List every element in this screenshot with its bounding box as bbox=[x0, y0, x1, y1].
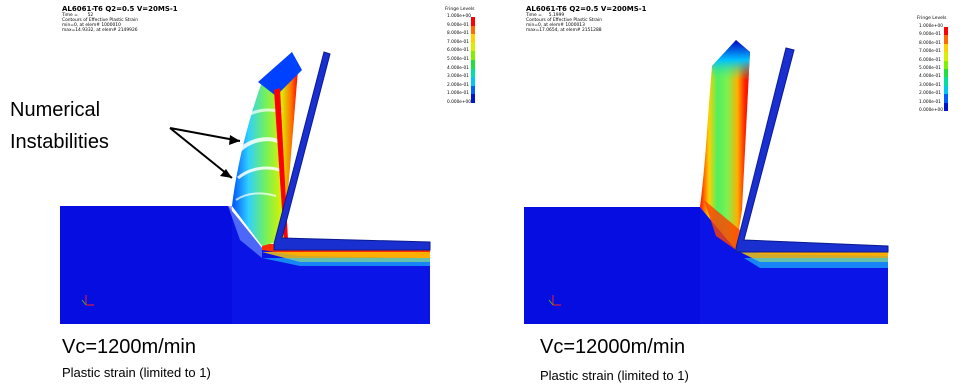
right-legend-label: 7.000e-01 bbox=[919, 49, 941, 55]
right-legend-label: 9.000e-01 bbox=[919, 32, 941, 38]
right-legend-swatch bbox=[944, 85, 948, 95]
left-tool bbox=[273, 51, 431, 251]
right-legend-label: 6.000e-01 bbox=[919, 57, 941, 63]
left-sim-min: min=0, at elem# 1000010 bbox=[62, 23, 121, 28]
right-legend-swatch bbox=[944, 60, 948, 69]
left-axis-triad-icon bbox=[81, 295, 94, 306]
left-legend-swatch bbox=[471, 42, 475, 52]
left-legend-swatch bbox=[471, 68, 475, 78]
right-chip bbox=[700, 40, 750, 250]
left-legend-label: 4.000e-01 bbox=[447, 65, 469, 71]
right-sim-min: min=0, at elem# 1000013 bbox=[526, 23, 585, 28]
right-legend-label: 1.000e+00 bbox=[919, 24, 944, 29]
right-legend-swatch bbox=[944, 94, 948, 103]
left-legend-label: 1.000e-01 bbox=[447, 91, 469, 97]
left-legend-label: 6.000e-01 bbox=[447, 48, 469, 54]
left-legend-title: Fringe Levels bbox=[445, 7, 475, 12]
annotation-instabilities: Instabilities bbox=[10, 131, 109, 153]
left-legend-swatch bbox=[471, 25, 475, 35]
right-legend-swatch bbox=[944, 69, 948, 78]
right-legend-label: 2.000e-01 bbox=[919, 91, 941, 97]
right-subcaption: Plastic strain (limited to 1) bbox=[540, 368, 689, 383]
right-workpiece bbox=[524, 207, 888, 324]
left-caption: Vc=1200m/min bbox=[62, 336, 196, 358]
right-caption: Vc=12000m/min bbox=[540, 336, 686, 358]
left-legend-swatch bbox=[471, 77, 475, 86]
left-legend-label: 1.000e+00 bbox=[447, 14, 472, 19]
right-legend-title: Fringe Levels bbox=[917, 16, 947, 21]
left-legend-label: 3.000e-01 bbox=[447, 74, 469, 80]
left-legend-swatch bbox=[471, 60, 475, 69]
right-legend-swatch bbox=[944, 35, 948, 44]
right-legend-swatch bbox=[944, 43, 948, 53]
right-sim-time: Time = 5.1999 bbox=[526, 13, 565, 18]
left-workpiece bbox=[60, 206, 430, 324]
right-sim-contour: Contours of Effective Plastic Strain bbox=[526, 18, 602, 23]
left-chip bbox=[232, 52, 302, 246]
left-legend-label: 5.000e-01 bbox=[447, 57, 469, 62]
right-legend-swatch bbox=[944, 77, 948, 86]
right-tool bbox=[735, 47, 889, 253]
right-sim-title: AL6061-T6 Q2=0.5 V=200MS-1 bbox=[526, 5, 647, 13]
left-legend-swatch bbox=[471, 51, 475, 60]
left-legend-label: 0.000e+00 bbox=[447, 100, 472, 105]
left-sim-contour: Contours of Effective Plastic Strain bbox=[62, 18, 138, 23]
left-legend-swatch bbox=[471, 85, 475, 95]
right-axis-triad-icon bbox=[548, 295, 561, 306]
left-sim-max: max=14.9332, at elem# 2149926 bbox=[62, 28, 138, 33]
right-legend-label: 5.000e-01 bbox=[919, 66, 941, 71]
left-legend-label: 8.000e-01 bbox=[447, 31, 469, 37]
left-sim-time: Time = 52 bbox=[62, 13, 94, 18]
right-legend-label: 4.000e-01 bbox=[919, 74, 941, 80]
right-legend-swatch bbox=[944, 102, 948, 111]
left-sim-title: AL6061-T6 Q2=0.5 V=20MS-1 bbox=[62, 5, 178, 13]
left-subcaption: Plastic strain (limited to 1) bbox=[62, 365, 211, 380]
right-sim-max: max=17.0654, at elem# 2151288 bbox=[526, 28, 602, 33]
left-legend-label: 9.000e-01 bbox=[447, 22, 469, 28]
left-legend-swatch bbox=[471, 17, 475, 26]
right-legend-label: 0.000e+00 bbox=[919, 108, 944, 113]
annotation-numerical: Numerical bbox=[10, 99, 101, 121]
instability-arrows bbox=[169, 127, 241, 179]
right-legend-label: 8.000e-01 bbox=[919, 40, 941, 46]
left-legend-label: 2.000e-01 bbox=[447, 82, 469, 88]
left-legend-swatch bbox=[471, 34, 475, 43]
left-legend-swatch bbox=[471, 94, 475, 103]
right-legend-label: 1.000e-01 bbox=[919, 99, 941, 105]
right-legend-swatch bbox=[944, 27, 948, 36]
right-legend-label: 3.000e-01 bbox=[919, 82, 941, 88]
left-legend-label: 7.000e-01 bbox=[447, 39, 469, 45]
right-legend-swatch bbox=[944, 52, 948, 61]
